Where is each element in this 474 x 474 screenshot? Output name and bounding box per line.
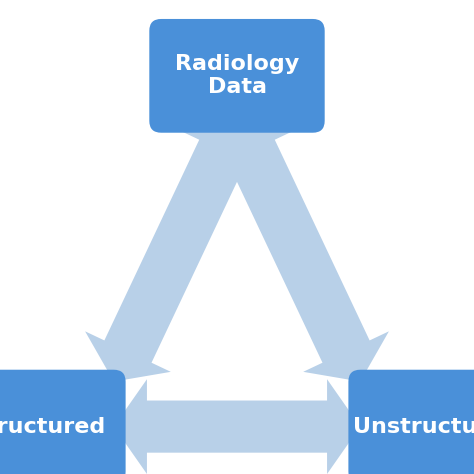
FancyBboxPatch shape bbox=[0, 370, 126, 474]
Text: Structured: Structured bbox=[0, 417, 106, 437]
Polygon shape bbox=[114, 379, 360, 474]
Text: Unstructured: Unstructured bbox=[353, 417, 474, 437]
FancyBboxPatch shape bbox=[348, 370, 474, 474]
Text: Radiology
Data: Radiology Data bbox=[175, 54, 299, 98]
Polygon shape bbox=[209, 121, 389, 382]
Polygon shape bbox=[85, 121, 265, 382]
FancyBboxPatch shape bbox=[149, 19, 325, 133]
